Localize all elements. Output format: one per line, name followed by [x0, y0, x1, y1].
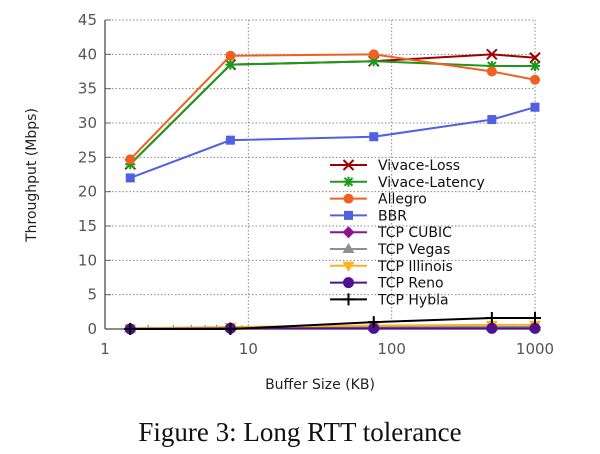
data-point-allegro [125, 154, 136, 165]
y-tick-label: 15 [78, 217, 97, 235]
legend-label: Allegro [378, 192, 427, 208]
data-point-tcp-reno [529, 322, 541, 334]
y-tick-label: 20 [78, 183, 97, 201]
y-tick-label: 25 [78, 148, 97, 166]
data-point-vivace-loss [486, 48, 498, 61]
legend-label: TCP Reno [377, 276, 444, 292]
y-axis-label: Throughput (Mbps) [24, 108, 40, 243]
data-point-tcp-hybla [124, 323, 137, 335]
data-point-vivace-loss [529, 52, 541, 64]
x-tick-label: 1 [100, 340, 110, 358]
x-tick-label: 10 [239, 340, 258, 358]
legend-marker [343, 277, 354, 289]
data-point-allegro [530, 74, 540, 85]
data-point-bbr [487, 115, 497, 125]
legend-marker [343, 193, 354, 204]
data-point-tcp-reno [486, 322, 498, 334]
axes: 0 5 10 15 20 25 30 35 40 45 1 10 100 1000 [78, 11, 554, 358]
y-tick-label: 0 [87, 320, 97, 338]
legend-item-vivace-latency: Vivace-Latency [330, 175, 485, 191]
y-tick-label: 35 [78, 80, 97, 98]
data-point-vivace-latency [486, 61, 497, 72]
data-point-allegro [225, 50, 236, 61]
legend-item-tcp-vegas: TCP Vegas [330, 242, 450, 258]
data-point-vivace-latency [368, 56, 379, 67]
series-vivace-loss [124, 48, 541, 170]
series-vivace-latency [125, 56, 540, 170]
x-tick-label: 100 [377, 340, 406, 358]
legend-label: Vivace-Latency [378, 175, 485, 191]
series-line-vivace-loss [129, 53, 536, 165]
legend-item-tcp-hybla: TCP Hybla [330, 292, 449, 308]
data-point-tcp-reno [368, 322, 380, 334]
x-tick-label: 1000 [516, 340, 554, 358]
y-tick-label: 10 [78, 251, 97, 269]
figure-caption: Figure 3: Long RTT tolerance [138, 417, 461, 447]
data-point-vivace-latency [530, 61, 540, 72]
legend-label: Vivace-Loss [378, 158, 460, 174]
legend-marker [343, 176, 354, 187]
data-point-tcp-hybla [224, 323, 237, 335]
legend-item-tcp-illinois: TCP Illinois [330, 259, 453, 275]
series-line-bbr [129, 106, 536, 179]
legend-label: TCP Hybla [377, 292, 449, 308]
data-point-bbr [125, 173, 135, 183]
series-line-allegro [129, 53, 536, 161]
legend-label: BBR [378, 208, 407, 224]
x-axis-label: Buffer Size (KB) [265, 377, 375, 393]
data-point-tcp-hybla [367, 316, 380, 329]
legend-item-bbr: BBR [330, 208, 407, 224]
y-tick-label: 30 [78, 114, 97, 132]
series-lines [124, 48, 541, 335]
legend-item-tcp-reno: TCP Reno [330, 276, 444, 292]
data-point-bbr [225, 135, 235, 145]
legend-marker [344, 210, 353, 220]
data-point-allegro [486, 66, 497, 77]
data-point-bbr [369, 132, 379, 142]
grid [105, 19, 536, 329]
legend-item-tcp-cubic: TCP CUBIC [330, 225, 452, 241]
data-point-vivace-latency [225, 59, 236, 70]
legend-marker [342, 243, 355, 253]
y-tick-label: 40 [78, 45, 97, 63]
data-point-allegro [368, 49, 379, 60]
legend-marker [342, 261, 355, 272]
data-point-tcp-hybla [485, 312, 498, 325]
legend-label: TCP Vegas [377, 242, 450, 258]
legend-marker [342, 159, 355, 171]
series-bbr [125, 102, 540, 183]
legend-marker [342, 293, 355, 306]
series-tcp-hybla [124, 312, 541, 335]
legend-marker [342, 226, 355, 239]
y-tick-label: 5 [87, 286, 97, 304]
series-line-vivace-latency [129, 60, 535, 165]
y-tick-label: 45 [78, 11, 97, 29]
legend-item-allegro: Allegro [330, 192, 427, 208]
legend-label: TCP Illinois [377, 259, 453, 275]
series-allegro [125, 49, 540, 165]
data-point-bbr [530, 102, 540, 112]
data-point-tcp-hybla [529, 312, 541, 325]
legend-label: TCP CUBIC [377, 225, 452, 241]
legend-item-vivace-loss: Vivace-Loss [330, 158, 460, 174]
